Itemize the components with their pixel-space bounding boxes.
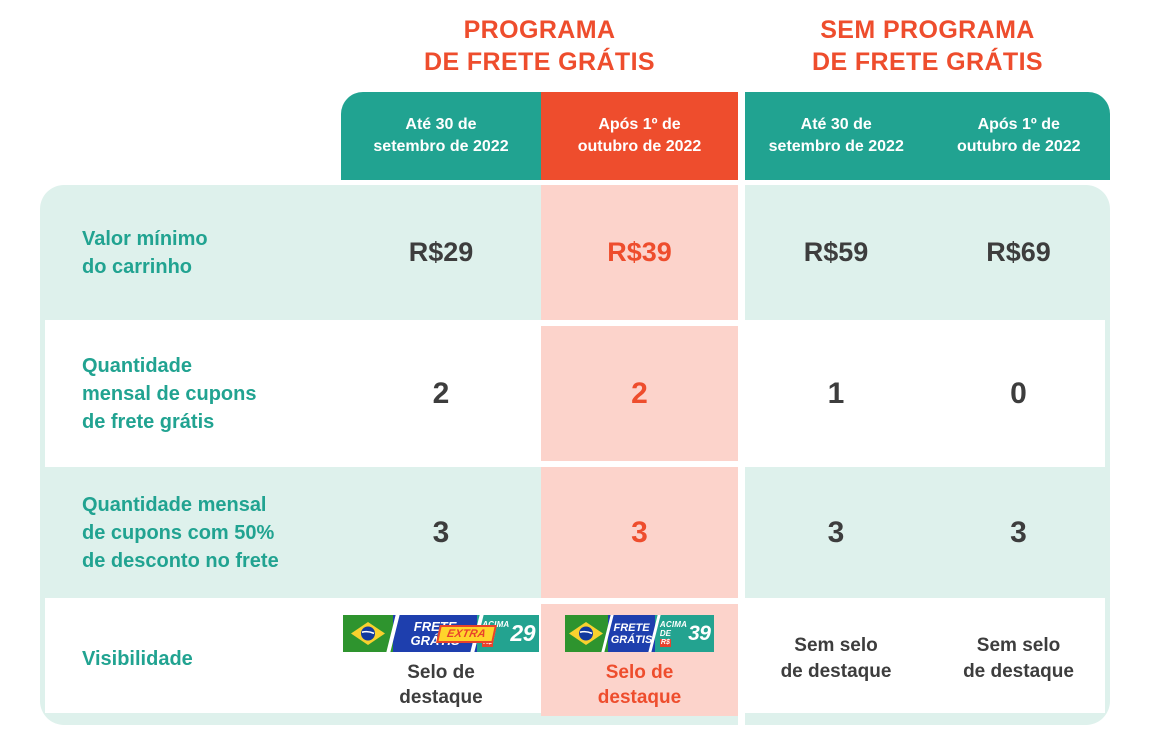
value-text: R$29 bbox=[408, 237, 474, 267]
cell-min-value-noprogram-after: R$69 bbox=[927, 185, 1110, 320]
badge-acima-label: ACIMA bbox=[482, 619, 510, 629]
cell-visibility-noprogram-before: Sem selo de destaque bbox=[745, 604, 927, 713]
highlight-column-cell bbox=[541, 185, 738, 320]
cell-visibility-program-after: FRETE GRÁTIS ACIMA DE R$ 39 Selo de dest… bbox=[541, 604, 738, 716]
row-gap bbox=[45, 461, 738, 467]
badge-extra-tag: EXTRA bbox=[436, 625, 497, 643]
cell-coupons-program-before: 2 bbox=[341, 326, 541, 461]
visibility-caption: Sem selo de destaque bbox=[963, 634, 1074, 682]
row-gap bbox=[745, 461, 1105, 467]
brazil-flag-icon bbox=[343, 615, 394, 652]
badge-free-shipping-label: FRETE GRÁTIS bbox=[607, 615, 656, 652]
group-title-with-program: PROGRAMA DE FRETE GRÁTIS bbox=[423, 16, 655, 76]
visibility-caption: Selo de destaque bbox=[597, 662, 682, 708]
brazil-flag-icon bbox=[564, 615, 609, 652]
badge-free-shipping-label: FRETE GRÁTIS bbox=[392, 615, 478, 652]
cell-coupons-noprogram-before: 1 bbox=[745, 326, 927, 461]
column-header-group-without-program: Até 30 de setembro de 2022 Após 1º de ou… bbox=[745, 92, 1110, 180]
cell-visibility-program-before: FRETE GRÁTIS ACIMA DE R$ 29 EXTRA Selo d… bbox=[341, 604, 541, 716]
cell-50pct-program-after: 3 bbox=[541, 467, 738, 598]
value-text: 2 bbox=[432, 376, 450, 410]
cell-50pct-noprogram-before: 3 bbox=[745, 467, 927, 598]
row-label-free-shipping-coupons: Quantidade mensal de cupons de frete grá… bbox=[82, 354, 257, 433]
free-shipping-extra-badge: FRETE GRÁTIS ACIMA DE R$ 29 EXTRA bbox=[343, 615, 539, 652]
row-gap bbox=[745, 598, 1105, 604]
highlight-column-cell bbox=[541, 467, 738, 598]
visibility-caption: Selo de destaque bbox=[399, 662, 483, 708]
row-gap bbox=[45, 320, 738, 326]
badge-amount: 39 bbox=[688, 622, 711, 645]
table-panel-no-program: R$59 R$69 1 0 3 3 Sem selo de destaque S… bbox=[745, 185, 1110, 725]
value-text: 3 bbox=[631, 515, 648, 549]
cell-visibility-noprogram-after: Sem selo de destaque bbox=[927, 604, 1110, 713]
row-label-min-cart-value: Valor mínimo do carrinho bbox=[82, 227, 208, 278]
cell-50pct-noprogram-after: 3 bbox=[927, 467, 1110, 598]
group-title-without-program: SEM PROGRAMA DE FRETE GRÁTIS bbox=[811, 16, 1043, 76]
value-text: 1 bbox=[827, 376, 845, 410]
row-label-50pct-coupons: Quantidade mensal de cupons com 50% de d… bbox=[82, 493, 279, 572]
value-text: 3 bbox=[1010, 515, 1027, 549]
badge-threshold: ACIMA DE R$ 39 bbox=[654, 615, 715, 652]
cell-coupons-program-after: 2 bbox=[541, 326, 738, 461]
column-header-program-before: Até 30 de setembro de 2022 bbox=[341, 92, 541, 180]
value-text: 0 bbox=[1010, 376, 1027, 410]
table-panel-program: Valor mínimo do carrinho Quantidade mens… bbox=[40, 185, 738, 725]
badge-currency: R$ bbox=[659, 638, 671, 647]
column-header-program-after: Após 1º de outubro de 2022 bbox=[541, 92, 738, 180]
row-label-visibility: Visibilidade bbox=[82, 647, 193, 670]
cell-min-value-noprogram-before: R$59 bbox=[745, 185, 927, 320]
highlight-column-cell bbox=[541, 326, 738, 461]
value-text: R$39 bbox=[607, 237, 672, 267]
row-gap bbox=[45, 598, 738, 604]
visibility-caption: Sem selo de destaque bbox=[780, 634, 892, 682]
row-background-white bbox=[745, 326, 1105, 461]
value-text: 3 bbox=[827, 515, 845, 549]
value-text: 2 bbox=[631, 376, 648, 410]
row-gap bbox=[745, 320, 1105, 326]
value-text: R$59 bbox=[803, 237, 869, 267]
cell-min-value-program-before: R$29 bbox=[341, 185, 541, 320]
cell-coupons-noprogram-after: 0 bbox=[927, 326, 1110, 461]
value-text: 3 bbox=[432, 515, 450, 549]
badge-de-label: DE bbox=[659, 628, 672, 638]
free-shipping-badge: FRETE GRÁTIS ACIMA DE R$ 39 bbox=[564, 615, 715, 652]
cell-50pct-program-before: 3 bbox=[341, 467, 541, 598]
badge-amount: 29 bbox=[510, 620, 535, 646]
row-background-white bbox=[745, 604, 1105, 713]
cell-min-value-program-after: R$39 bbox=[541, 185, 738, 320]
value-text: R$69 bbox=[986, 237, 1051, 267]
column-header-noprogram-before: Até 30 de setembro de 2022 bbox=[768, 116, 904, 155]
badge-acima-label: ACIMA bbox=[659, 619, 688, 629]
column-header-noprogram-after: Após 1º de outubro de 2022 bbox=[956, 116, 1081, 155]
